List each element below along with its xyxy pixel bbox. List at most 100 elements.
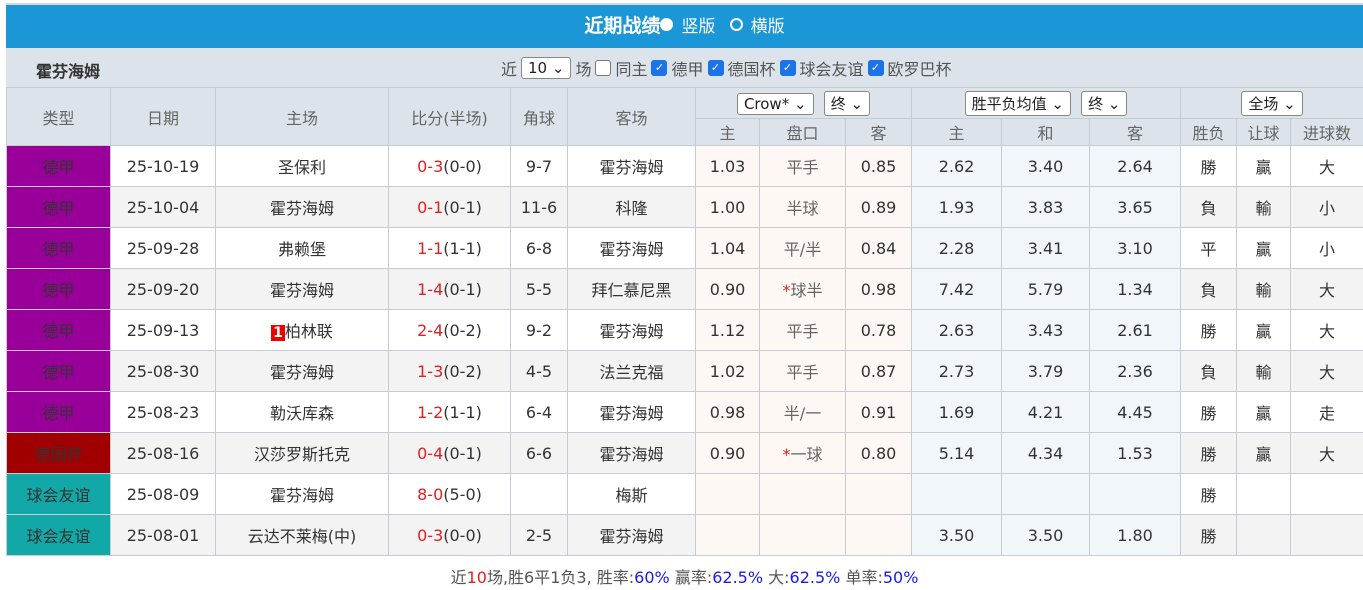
odd-rate: 50% [882,568,919,587]
home-team-name: 汉莎罗斯托克 [253,445,350,464]
col-ah-line: 盘口 [759,118,846,146]
near-label: 近 [501,60,518,79]
away-team[interactable]: 拜仁慕尼黑 [567,268,696,310]
match-type[interactable]: 德甲 [6,350,111,392]
match-type[interactable]: 德甲 [6,309,111,351]
match-type[interactable]: 德甲 [6,145,111,187]
home-team[interactable]: 云达不莱梅(中) [215,514,389,556]
eu-home-odds: 1.93 [911,186,1003,228]
home-team[interactable]: 1 柏林联 [215,309,389,351]
score[interactable]: 1-1(1-1) [388,227,511,269]
home-team[interactable]: 霍芬海姆 [215,473,389,515]
option-vertical[interactable]: 竖版 [681,17,716,37]
match-type[interactable]: 德甲 [6,391,111,433]
odds-type-select[interactable]: 胜平负均值 ⌄ [964,90,1071,116]
table-row[interactable]: 德国杯 25-08-16 汉莎罗斯托克 0-4(0-1) 6-6 霍芬海姆 0.90 *一球 0… [6,432,1363,474]
ah-line-value: 半/一 [783,404,822,423]
count-select[interactable]: 10 ⌄ [521,57,572,79]
games-label: 场 [575,60,592,79]
table-row[interactable]: 德甲 25-08-23 勒沃库森 1-2(1-1) 6-4 霍芬海姆 0.98 半/一 0.91… [6,391,1363,433]
summary-text: 赢率: [669,568,713,587]
table-row[interactable]: 德甲 25-10-04 霍芬海姆 0-1(0-1) 11-6 科隆 1.00 半球 0.89 1.… [6,186,1363,228]
ah-home-odds: 0.98 [695,391,760,433]
away-team[interactable]: 霍芬海姆 [567,145,696,187]
away-team[interactable]: 霍芬海姆 [567,391,696,433]
title-bar: 近期战绩 竖版 横版 [6,5,1363,48]
win-loss: 負 [1180,186,1238,228]
match-date: 25-08-23 [110,391,216,433]
radio-vertical-selected-icon[interactable] [660,18,674,31]
eu-final-select[interactable]: 终 ⌄ [1081,90,1128,116]
away-team[interactable]: 霍芬海姆 [567,227,696,269]
score[interactable]: 0-4(0-1) [388,432,511,474]
away-team[interactable]: 霍芬海姆 [567,514,696,556]
away-team[interactable]: 法兰克福 [567,350,696,392]
home-team[interactable]: 勒沃库森 [215,391,389,433]
handicap-result: 贏 [1236,227,1292,269]
away-team[interactable]: 梅斯 [567,473,696,515]
match-type[interactable]: 球会友谊 [6,473,111,515]
table-row[interactable]: 德甲 25-09-20 霍芬海姆 1-4(0-1) 5-5 拜仁慕尼黑 0.90 *球半 0.9… [6,268,1363,310]
score[interactable]: 0-3(0-0) [388,514,511,556]
league-checkbox[interactable]: ✓ [867,60,884,76]
win-loss: 平 [1180,227,1238,269]
home-team[interactable]: 霍芬海姆 [215,350,389,392]
option-horizontal[interactable]: 横版 [750,17,785,37]
eu-selects: 胜平负均值 ⌄ 终 ⌄ [911,87,1182,119]
league-checkbox[interactable]: ✓ [779,60,796,76]
away-team[interactable]: 科隆 [567,186,696,228]
table-row[interactable]: 球会友谊 25-08-09 霍芬海姆 8-0(5-0) 梅斯 勝 [6,473,1363,515]
table-row[interactable]: 德甲 25-09-28 弗赖堡 1-1(1-1) 6-8 霍芬海姆 1.04 平/半 0.84 2… [6,227,1363,269]
handicap-result [1236,473,1292,515]
score[interactable]: 0-3(0-0) [388,145,511,187]
ah-home-odds: 0.90 [695,268,760,310]
ah-home-odds: 1.00 [695,186,760,228]
corners: 4-5 [510,350,568,392]
match-type[interactable]: 球会友谊 [6,514,111,556]
home-team[interactable]: 汉莎罗斯托克 [215,432,389,474]
eu-home-odds: 2.62 [911,145,1003,187]
table-row[interactable]: 球会友谊 25-08-01 云达不莱梅(中) 0-3(0-0) 2-5 霍芬海姆 3.50 3… [6,514,1363,556]
home-team[interactable]: 弗赖堡 [215,227,389,269]
full-score: 8-0 [417,484,444,504]
corners: 11-6 [510,186,568,228]
corners: 2-5 [510,514,568,556]
table-row[interactable]: 德甲 25-08-30 霍芬海姆 1-3(0-2) 4-5 法兰克福 1.02 平手 0.87 2… [6,350,1363,392]
league-checkbox[interactable]: ✓ [651,60,668,76]
home-team[interactable]: 霍芬海姆 [215,268,389,310]
home-team[interactable]: 圣保利 [215,145,389,187]
away-team[interactable]: 霍芬海姆 [567,309,696,351]
table-row[interactable]: 德甲 25-09-13 1 柏林联 2-4(0-2) 9-2 霍芬海姆 1.12 平手 0.78 2… [6,309,1363,351]
match-type[interactable]: 德甲 [6,268,111,310]
score[interactable]: 1-3(0-2) [388,350,511,392]
match-type[interactable]: 德甲 [6,227,111,269]
over-rate: 62.5% [789,568,841,587]
match-type[interactable]: 德甲 [6,186,111,228]
home-team-name: 霍芬海姆 [269,486,334,505]
ah-final-select[interactable]: 终 ⌄ [823,90,871,116]
corners: 6-4 [510,391,568,433]
home-team-name: 弗赖堡 [277,240,326,259]
home-team[interactable]: 霍芬海姆 [215,186,389,228]
eu-draw-odds [1001,473,1091,515]
over-under: 走 [1290,391,1363,433]
score[interactable]: 1-2(1-1) [388,391,511,433]
home-team-name: 柏林联 [284,322,333,341]
ah-line [759,514,846,556]
table-row[interactable]: 德甲 25-10-19 圣保利 0-3(0-0) 9-7 霍芬海姆 1.03 平手 0.85 2.… [6,145,1363,187]
match-date: 25-09-13 [110,309,216,351]
match-type[interactable]: 德国杯 [6,432,111,474]
radio-horizontal-icon[interactable] [729,18,743,31]
league-label: 德甲 [671,60,704,79]
score[interactable]: 2-4(0-2) [388,309,511,351]
same-home-checkbox[interactable] [595,60,612,76]
league-checkbox[interactable]: ✓ [707,60,724,76]
away-team[interactable]: 霍芬海姆 [567,432,696,474]
score[interactable]: 1-4(0-1) [388,268,511,310]
score[interactable]: 8-0(5-0) [388,473,511,515]
score[interactable]: 0-1(0-1) [388,186,511,228]
home-team-name: 霍芬海姆 [269,363,334,382]
ah-final-value: 终 [830,94,846,113]
scope-select[interactable]: 全场 ⌄ [1241,90,1303,116]
company-select[interactable]: Crow* ⌄ [736,92,814,115]
